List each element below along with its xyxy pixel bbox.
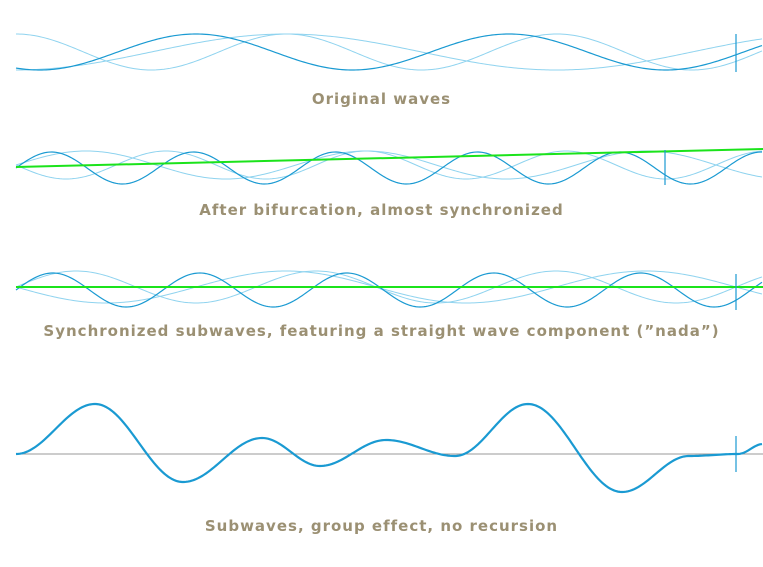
panel-group-effect bbox=[15, 402, 763, 494]
group-effect-wave bbox=[15, 402, 763, 494]
caption-group-effect: Subwaves, group effect, no recursion bbox=[204, 517, 559, 535]
caption-synchronized-subwaves: Synchronized subwaves, featuring a strai… bbox=[43, 322, 720, 340]
dark-wave bbox=[15, 151, 763, 185]
panel-synchronized-subwaves bbox=[15, 270, 763, 310]
dark-wave bbox=[15, 33, 763, 71]
caption-original-waves: Original waves bbox=[311, 90, 452, 108]
light-wave bbox=[15, 270, 763, 304]
straight-wave-component bbox=[15, 148, 763, 168]
panel-bifurcation bbox=[15, 148, 763, 185]
light-wave bbox=[16, 33, 763, 71]
light-wave bbox=[15, 150, 763, 180]
caption-after-bifurcation: After bifurcation, almost synchronized bbox=[199, 201, 564, 219]
light-wave bbox=[15, 270, 763, 304]
light-wave bbox=[15, 33, 763, 71]
dark-wave bbox=[15, 272, 763, 308]
panel-original-waves bbox=[15, 33, 763, 72]
